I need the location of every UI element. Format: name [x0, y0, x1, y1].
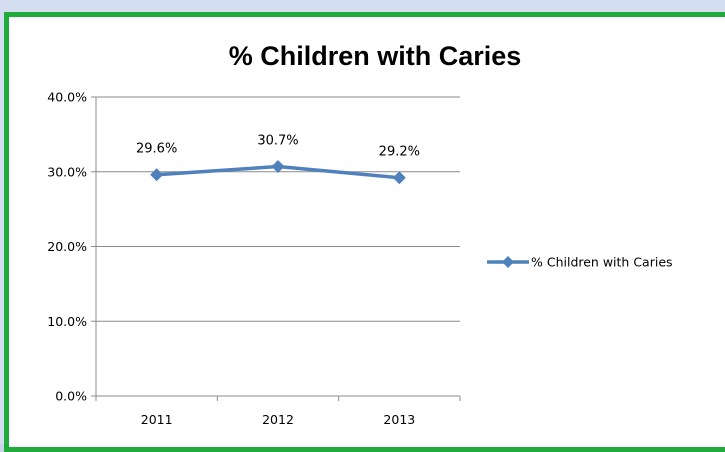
y-tick-label-3: 30.0% [47, 164, 87, 179]
chart-title: % Children with Caries [229, 41, 522, 71]
y-tick-label-1: 10.0% [47, 314, 87, 329]
y-tick-label-2: 20.0% [47, 239, 87, 254]
series-group[interactable]: 29.6% 30.7% 29.2% [136, 134, 420, 185]
data-point-2013[interactable] [392, 171, 406, 185]
x-axis-tick-labels: 2011 2012 2013 [141, 412, 415, 427]
axes [91, 96, 461, 401]
data-label-2011: 29.6% [136, 142, 177, 157]
legend-marker-0 [502, 256, 514, 268]
data-label-2013: 29.2% [379, 145, 420, 160]
gridlines [96, 96, 460, 322]
x-tick-label-1: 2012 [262, 412, 294, 427]
data-point-2011[interactable] [150, 168, 164, 182]
legend[interactable]: % Children with Caries [487, 255, 673, 270]
data-label-2012: 30.7% [257, 134, 298, 149]
y-tick-label-4: 40.0% [47, 90, 87, 105]
chart-area-border[interactable] [4, 12, 725, 452]
x-tick-label-0: 2011 [141, 412, 173, 427]
data-point-2012[interactable] [271, 160, 285, 174]
legend-label-0: % Children with Caries [531, 255, 673, 270]
y-axis-tick-labels: 0.0% 10.0% 20.0% 30.0% 40.0% [47, 90, 87, 404]
x-tick-label-2: 2013 [383, 412, 415, 427]
y-tick-label-0: 0.0% [55, 389, 87, 404]
